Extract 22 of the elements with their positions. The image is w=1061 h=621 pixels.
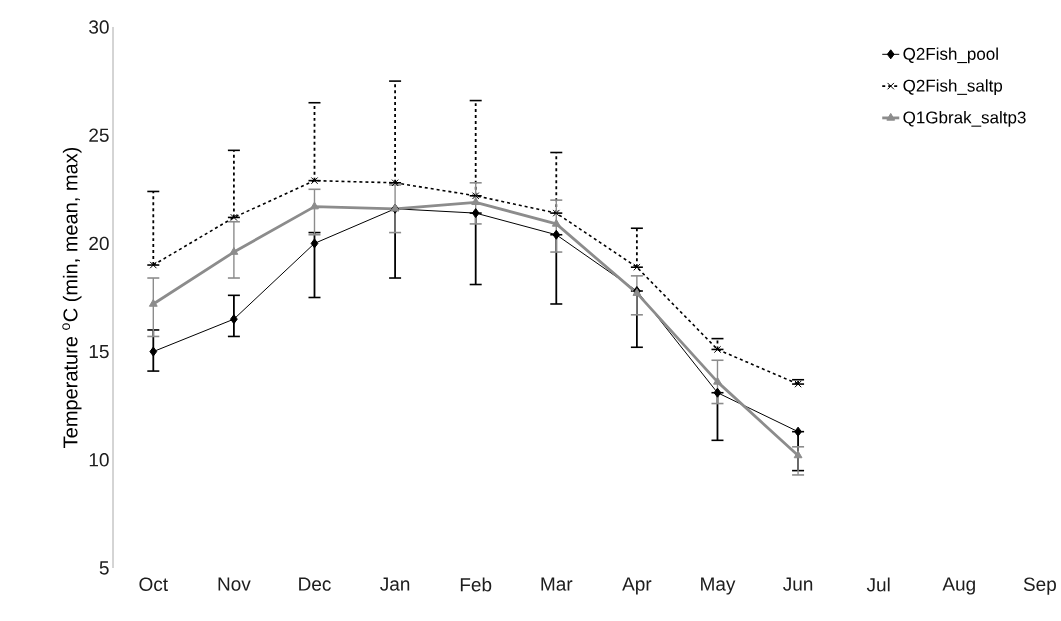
x-tick-label: Oct xyxy=(139,577,168,591)
x-tick-label: Nov xyxy=(218,577,251,591)
legend-label: Q2Fish_saltp xyxy=(903,79,1003,96)
y-tick-label: 30 xyxy=(89,20,109,34)
x-tick-label: Feb xyxy=(460,577,492,592)
x-tick-label: Jul xyxy=(866,577,890,592)
x-tick-label: Sep xyxy=(1023,577,1056,595)
x-tick-label: Mar xyxy=(541,577,573,591)
y-tick-label: 15 xyxy=(89,344,109,359)
x-tick-label: Aug xyxy=(942,577,975,595)
y-tick-label: 5 xyxy=(99,561,109,575)
y-axis-title: Temperature $^{o}$C (min, mean, max) xyxy=(62,147,82,448)
legend-label: Q2Fish_pool xyxy=(903,47,998,64)
x-tick-label: May xyxy=(701,577,736,595)
y-tick-label: 10 xyxy=(89,453,109,467)
x-tick-label: Jan xyxy=(380,577,410,591)
y-tick-label: 25 xyxy=(89,128,109,142)
y-tick-label: 20 xyxy=(89,236,109,251)
x-tick-label: Apr xyxy=(622,577,652,595)
x-tick-label: Dec xyxy=(299,577,331,591)
x-tick-label: Jun xyxy=(783,577,813,591)
legend-label: Q1Gbrak_saltp3 xyxy=(903,111,1026,127)
